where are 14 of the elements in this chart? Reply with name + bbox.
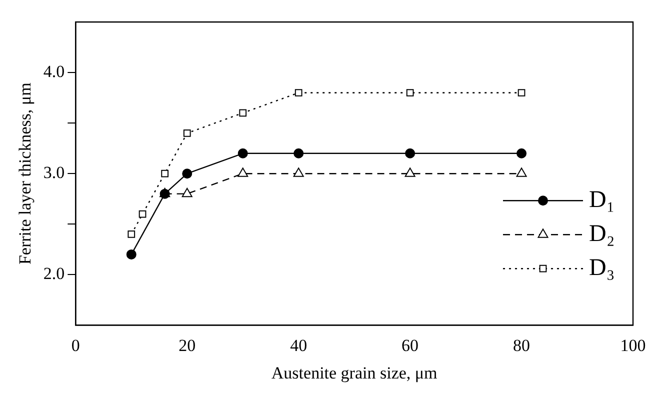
- legend-label: D₃: [589, 254, 615, 281]
- x-tick-label: 80: [513, 336, 530, 355]
- x-tick-label: 20: [178, 336, 196, 355]
- y-tick-label: 2.0: [43, 264, 65, 284]
- legend-label: D₁: [589, 186, 615, 213]
- x-tick-label: 40: [290, 336, 308, 355]
- x-tick-label: 0: [71, 336, 80, 355]
- y-tick-label: 3.0: [43, 163, 65, 182]
- x-tick-label: 60: [402, 336, 419, 355]
- legend-label: D₂: [589, 220, 615, 247]
- y-axis-title: Ferrite layer thickness, μm: [16, 82, 35, 265]
- y-tick-label: 4.0: [43, 62, 65, 81]
- x-tick-label: 100: [620, 336, 646, 355]
- x-axis-title: Austenite grain size, μm: [271, 363, 438, 382]
